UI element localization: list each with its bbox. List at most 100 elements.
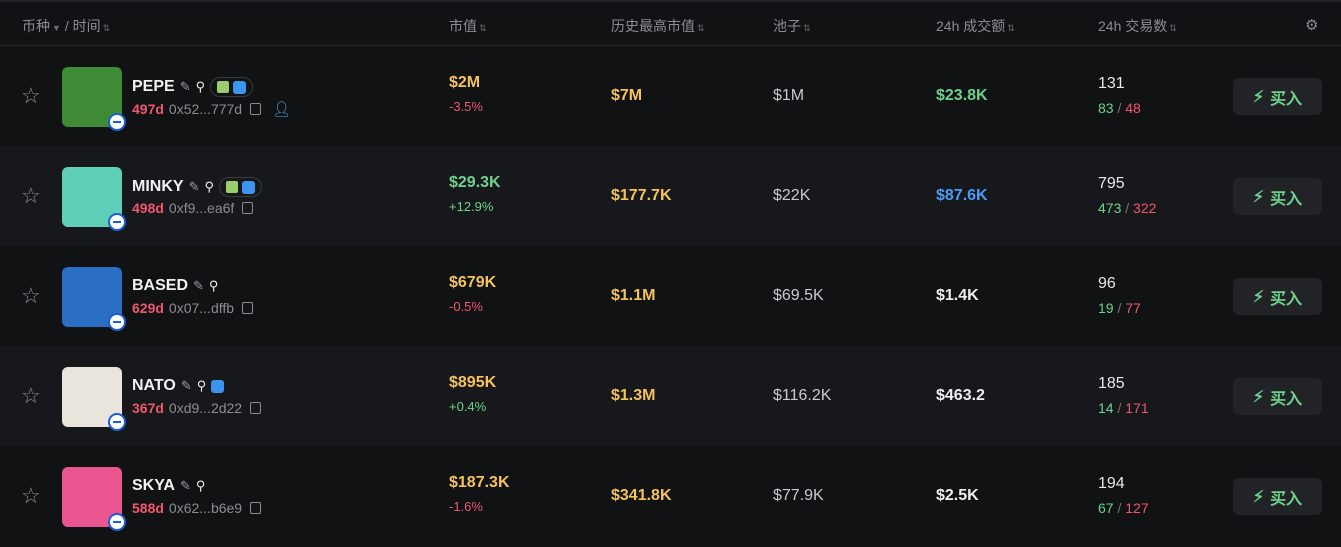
star-icon[interactable]: ☆: [21, 483, 41, 508]
buy-button[interactable]: ⚡︎ 买入: [1233, 278, 1322, 315]
token-name[interactable]: MINKY: [132, 178, 184, 195]
buy-label: 买入: [1270, 390, 1303, 408]
search-icon[interactable]: ⚲: [196, 378, 207, 393]
pool-liquidity: $69.5K: [773, 287, 824, 304]
caret-down-icon: ▼: [52, 23, 61, 33]
star-icon[interactable]: ☆: [21, 383, 41, 408]
txns-header[interactable]: 24h 交易数 ⇅: [1098, 16, 1177, 36]
token-meta: 497d 0x52...777d 👤︎: [132, 100, 291, 118]
buy-button[interactable]: ⚡︎ 买入: [1233, 78, 1322, 115]
megaphone-icon[interactable]: [217, 81, 230, 93]
twitter-icon[interactable]: [211, 379, 225, 393]
txns-header-label: 24h 交易数: [1098, 18, 1168, 34]
volume-24h: $463.2: [936, 387, 985, 404]
sort-icon: ⇅: [697, 23, 705, 33]
ath-market-cap: $1.1M: [611, 287, 656, 304]
ath-market-cap: $7M: [611, 87, 643, 104]
market-cap: $2M: [449, 74, 481, 91]
lightning-icon: ⚡︎: [1252, 488, 1265, 506]
buy-label: 买入: [1270, 190, 1303, 208]
sort-coin-time[interactable]: 币种 ▼ / 时间 ⇅: [22, 16, 110, 36]
buys-sells: 83 / 48: [1098, 100, 1141, 116]
top-border: [0, 0, 1341, 2]
megaphone-icon[interactable]: [226, 181, 238, 193]
sort-icon: ⇅: [102, 23, 111, 33]
edit-icon[interactable]: ✎: [188, 179, 200, 194]
market-cap: $187.3K: [449, 474, 510, 491]
chain-badge-icon: [108, 513, 126, 531]
separator: /: [64, 18, 69, 34]
volume-header-label: 24h 成交额: [936, 18, 1006, 34]
star-icon[interactable]: ☆: [21, 83, 41, 108]
buy-button[interactable]: ⚡︎ 买入: [1233, 378, 1322, 415]
user-icon[interactable]: 👤︎: [272, 101, 292, 118]
lightning-icon: ⚡︎: [1252, 88, 1265, 106]
ath-header-label: 历史最高市值: [611, 18, 695, 34]
token-meta: 367d 0xd9...2d22: [132, 400, 262, 416]
token-meta: 498d 0xf9...ea6f: [132, 200, 254, 216]
copy-icon[interactable]: [250, 402, 262, 414]
buy-button[interactable]: ⚡︎ 买入: [1233, 478, 1322, 515]
social-badges: [219, 177, 262, 197]
table-row[interactable]: ☆ SKYA ✎ ⚲ 588d 0x62...b6e9 $187.3K -1.6% $…: [0, 446, 1341, 546]
search-icon[interactable]: ⚲: [208, 278, 219, 293]
market-cap: $895K: [449, 374, 497, 391]
table-row[interactable]: ☆ BASED ✎ ⚲ 629d 0x07...dffb $679K -0.5% $1…: [0, 246, 1341, 346]
table-header: 币种 ▼ / 时间 ⇅ 市值 ⇅ 历史最高市值 ⇅ 池子 ⇅ 24h 成交额 ⇅ 24h 交…: [0, 2, 1341, 46]
sells-count: 171: [1125, 400, 1149, 416]
txns-24h: 131: [1098, 75, 1125, 92]
volume-header[interactable]: 24h 成交额 ⇅: [936, 16, 1015, 36]
pool-header[interactable]: 池子 ⇅: [773, 16, 811, 36]
copy-icon[interactable]: [242, 302, 254, 314]
twitter-icon[interactable]: [242, 180, 255, 194]
table-row[interactable]: ☆ MINKY ✎ ⚲ 498d 0xf9...ea6f $29.3K +12.9% …: [0, 146, 1341, 246]
buy-label: 买入: [1270, 490, 1303, 508]
time-header[interactable]: 时间: [72, 18, 101, 34]
price-change: -0.5%: [449, 299, 483, 314]
copy-icon[interactable]: [250, 502, 262, 514]
price-change: -3.5%: [449, 99, 483, 114]
token-name[interactable]: SKYA: [132, 477, 175, 494]
token-address: 0xd9...2d22: [168, 400, 243, 416]
search-icon[interactable]: ⚲: [195, 478, 206, 493]
sort-icon: ⇅: [803, 23, 811, 33]
chain-badge-icon: [108, 113, 126, 131]
search-icon[interactable]: ⚲: [195, 79, 206, 94]
token-name[interactable]: BASED: [132, 277, 189, 294]
star-icon[interactable]: ☆: [21, 183, 41, 208]
edit-icon[interactable]: ✎: [179, 478, 191, 493]
copy-icon[interactable]: [250, 103, 262, 115]
edit-icon[interactable]: ✎: [180, 378, 192, 393]
buy-button[interactable]: ⚡︎ 买入: [1233, 178, 1322, 215]
coin-header[interactable]: 币种: [22, 18, 50, 34]
lightning-icon: ⚡︎: [1252, 288, 1265, 306]
token-name[interactable]: PEPE: [132, 78, 175, 95]
mcap-header-label: 市值: [449, 18, 477, 34]
edit-icon[interactable]: ✎: [193, 278, 204, 293]
token-address: 0x62...b6e9: [168, 500, 243, 516]
sort-icon: ⇅: [1007, 23, 1015, 33]
token-age: 629d: [132, 300, 164, 316]
table-row[interactable]: ☆ NATO ✎ ⚲ 367d 0xd9...2d22 $895K +0.4% $1.…: [0, 346, 1341, 446]
copy-icon[interactable]: [242, 202, 254, 214]
table-row[interactable]: ☆ PEPE ✎ ⚲ 497d 0x52...777d 👤︎ $2M -3.5% $7M…: [0, 46, 1341, 146]
buys-count: 67: [1098, 500, 1114, 516]
token-name[interactable]: NATO: [132, 377, 176, 394]
twitter-icon[interactable]: [233, 80, 247, 94]
sells-count: 77: [1125, 300, 1141, 316]
gear-icon[interactable]: ⚙: [1305, 17, 1319, 34]
volume-24h: $2.5K: [936, 487, 979, 504]
txns-24h: 795: [1098, 175, 1125, 192]
search-icon[interactable]: ⚲: [204, 179, 214, 194]
mcap-header[interactable]: 市值 ⇅: [449, 16, 487, 36]
star-icon[interactable]: ☆: [21, 283, 41, 308]
sells-count: 48: [1125, 100, 1141, 116]
edit-icon[interactable]: ✎: [179, 79, 191, 94]
buy-label: 买入: [1270, 90, 1303, 108]
buy-label: 买入: [1270, 290, 1303, 308]
buys-sells: 19 / 77: [1098, 300, 1141, 316]
ath-header[interactable]: 历史最高市值 ⇅: [611, 16, 705, 36]
price-change: +12.9%: [449, 199, 494, 214]
pool-liquidity: $77.9K: [773, 487, 824, 504]
sort-icon: ⇅: [1169, 23, 1177, 33]
